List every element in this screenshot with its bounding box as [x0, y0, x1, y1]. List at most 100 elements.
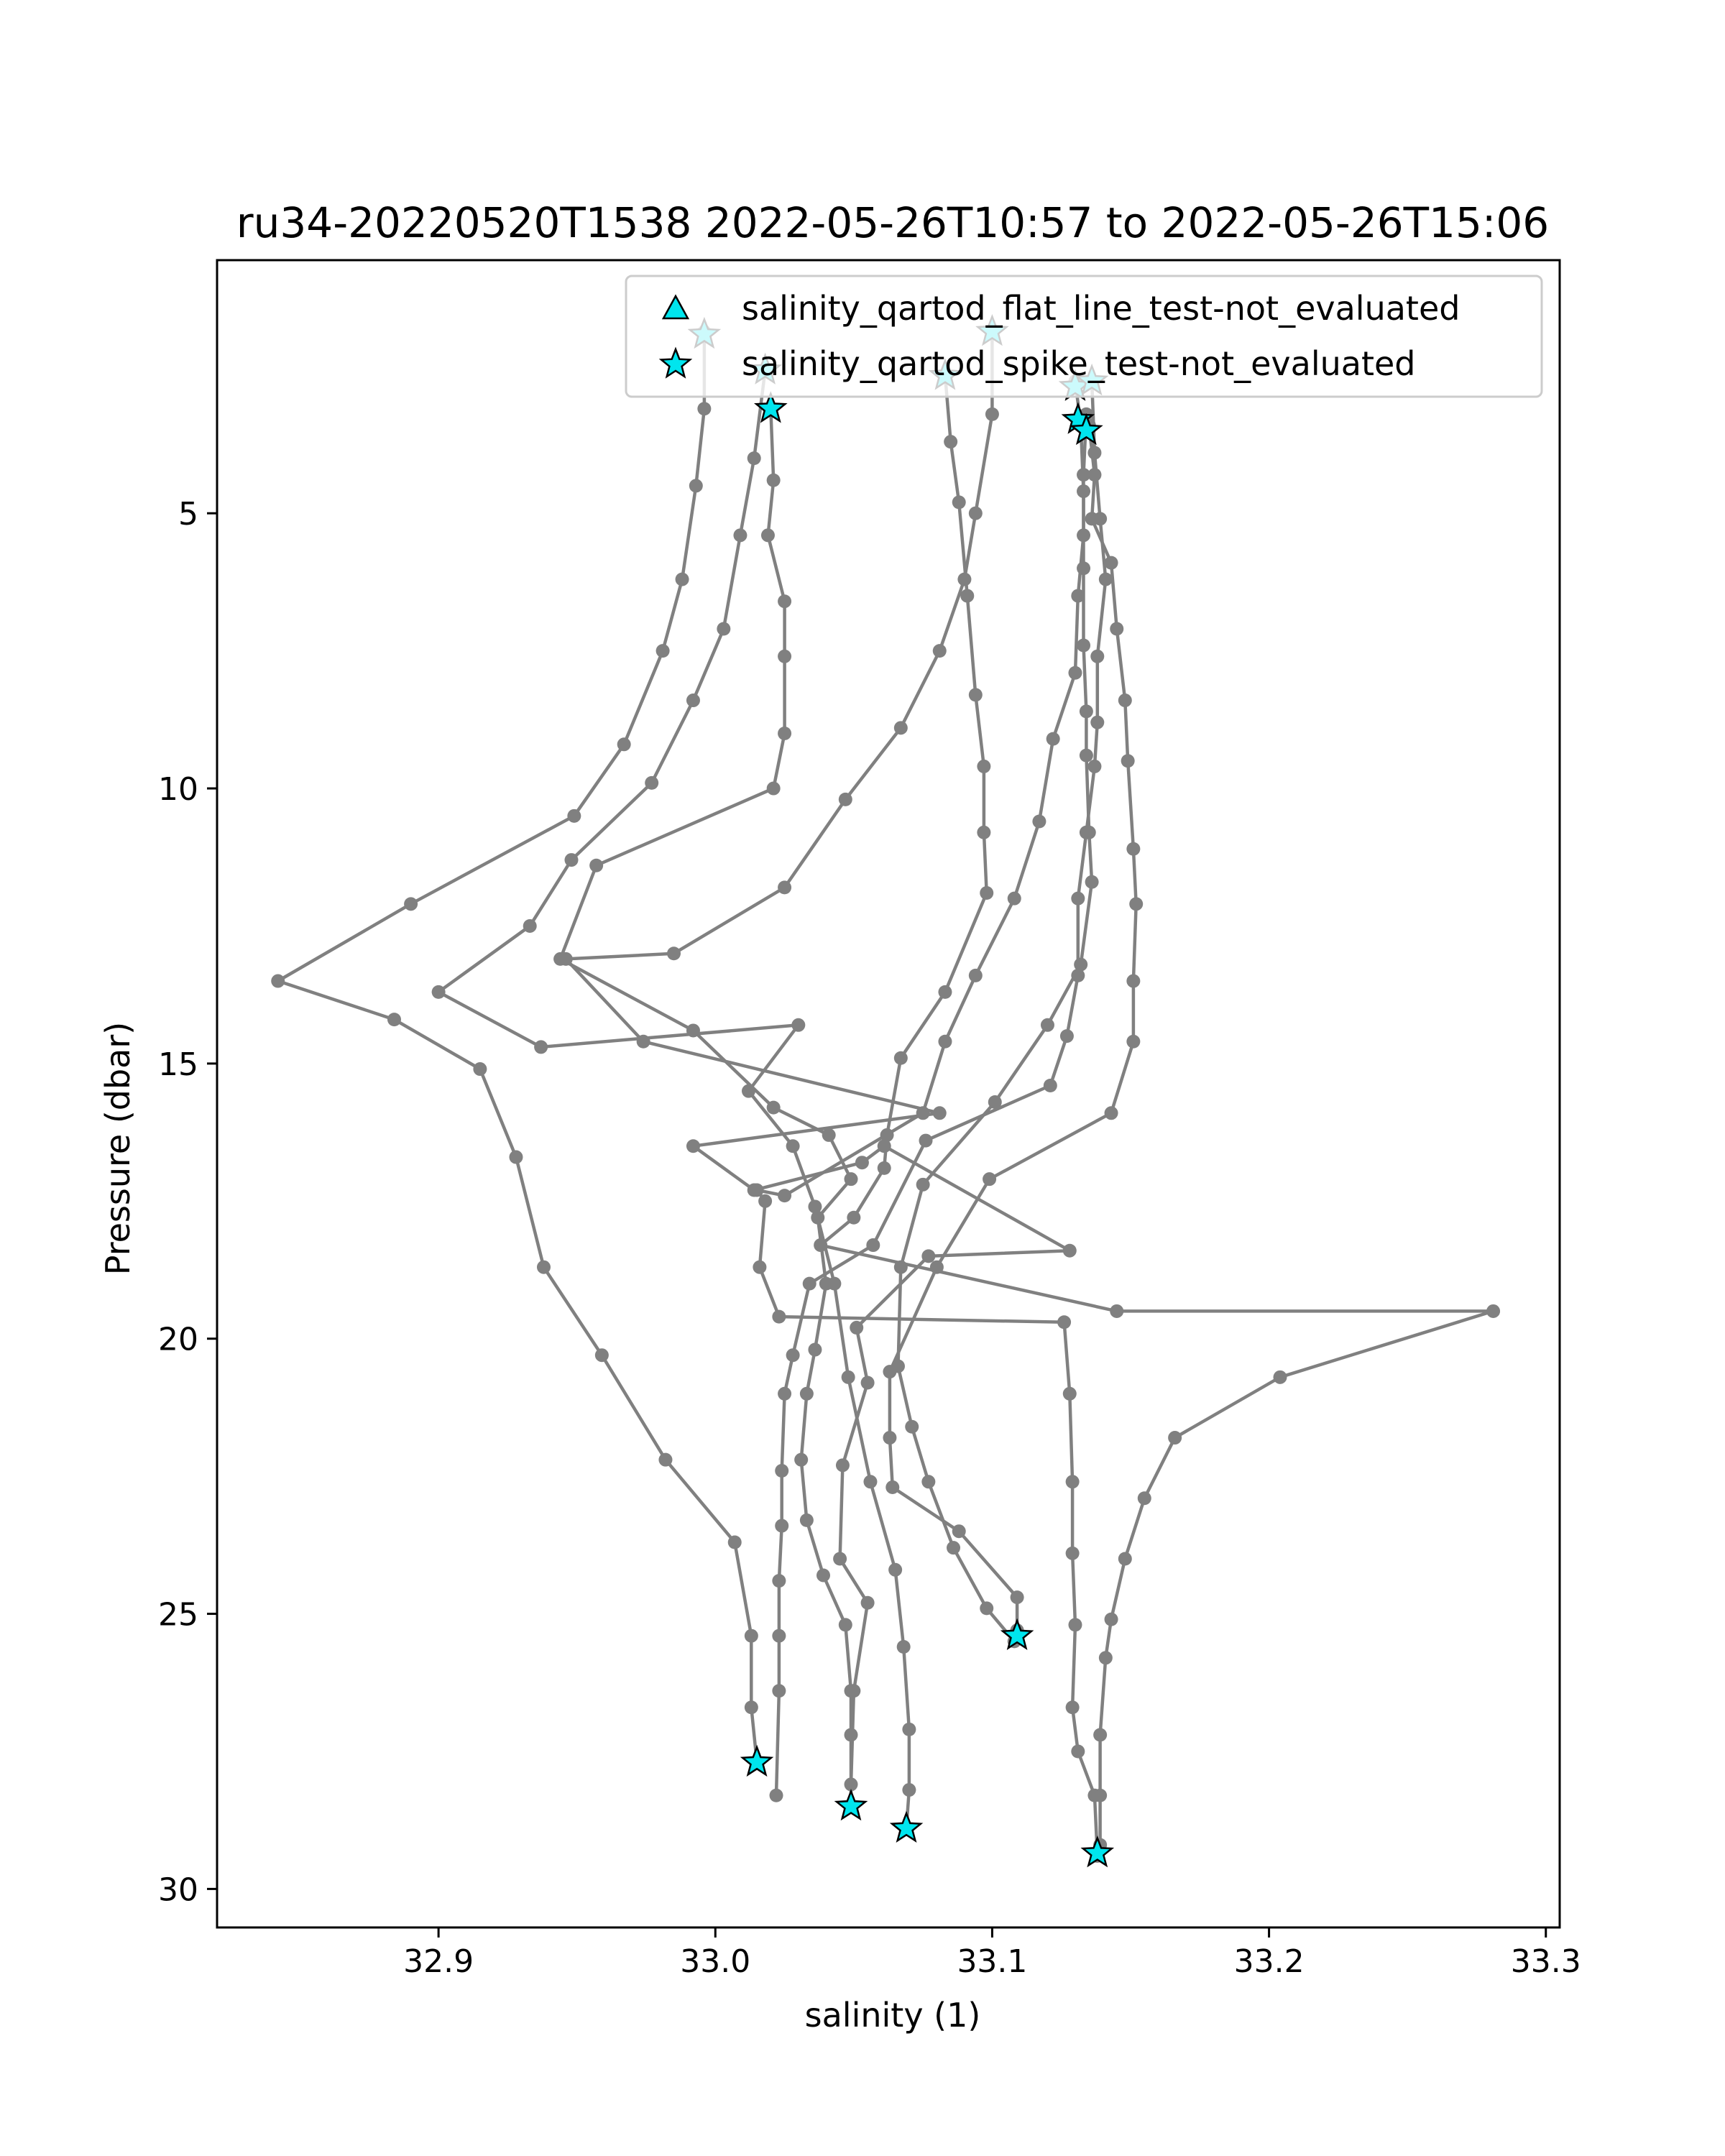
profile-point: [1126, 1034, 1141, 1049]
profile-point: [523, 918, 537, 933]
profile-point: [877, 1161, 891, 1175]
y-tick-label: 30: [158, 1871, 198, 1908]
profile-point: [271, 974, 285, 988]
profile-point: [980, 886, 994, 900]
spike-test-marker: [1080, 1835, 1115, 1868]
profile-point: [847, 1210, 861, 1225]
profile-point: [1104, 1106, 1118, 1120]
profile-point: [1110, 622, 1124, 636]
profile-point: [1040, 1018, 1054, 1032]
x-axis-label: salinity (1): [805, 1996, 981, 2035]
profile-point: [686, 1139, 700, 1153]
profile-point: [1071, 968, 1085, 982]
spike-test-marker: [834, 1789, 868, 1821]
y-tick-label: 25: [158, 1597, 198, 1634]
profile-point: [744, 1628, 758, 1643]
profile-point: [1079, 704, 1093, 719]
profile-point: [727, 1535, 742, 1549]
profile-point: [822, 1128, 836, 1142]
profile-point: [473, 1062, 487, 1077]
profile-point: [1065, 1700, 1080, 1715]
y-tick-label: 20: [158, 1322, 198, 1358]
profile-point: [988, 1095, 1002, 1109]
profile-point: [838, 792, 852, 806]
profile-point: [799, 1386, 814, 1401]
profile-point: [778, 1189, 792, 1203]
plot-marks: [271, 325, 1501, 1863]
profile-point: [1110, 1304, 1124, 1318]
profile-point: [1104, 556, 1118, 570]
spike-test-marker: [1070, 413, 1103, 446]
profile-point: [1059, 1029, 1074, 1044]
profile-point: [968, 506, 983, 520]
profile-point: [952, 1524, 966, 1539]
y-tick-label: 10: [158, 771, 198, 808]
profile-line: [558, 408, 853, 1807]
profile-point: [778, 726, 792, 740]
profile-point: [893, 721, 908, 735]
profile-point: [766, 473, 781, 487]
profile-point: [686, 1023, 700, 1038]
profile-point: [1093, 1728, 1108, 1742]
profile-point: [1062, 1243, 1077, 1258]
profile-point: [1098, 572, 1113, 586]
profile-point: [658, 1452, 673, 1467]
profile-point: [772, 1574, 786, 1588]
profile-point: [750, 1183, 764, 1197]
spike-test-marker: [740, 1744, 774, 1777]
legend-label: salinity_qartod_flat_line_test-not_evalu…: [742, 289, 1460, 328]
spike-test-marker: [889, 1810, 924, 1843]
profile-line: [888, 425, 1138, 1631]
profile-point: [1062, 1386, 1077, 1401]
profile-point: [932, 644, 947, 658]
profile-point: [932, 1106, 947, 1120]
profile-point: [938, 985, 952, 999]
axes-frame: [216, 259, 1561, 1929]
profile-point: [944, 435, 958, 449]
profile-point: [863, 1475, 878, 1489]
profile-point: [835, 1458, 850, 1473]
profile-series: [750, 407, 1105, 1863]
profile-point: [1137, 1491, 1151, 1506]
profile-point: [1077, 528, 1091, 543]
profile-point: [1486, 1304, 1501, 1318]
profile-point: [960, 589, 975, 603]
profile-point: [617, 737, 631, 752]
x-tick-label: 33.0: [680, 1943, 750, 1980]
profile-point: [1077, 638, 1091, 653]
profile-point: [675, 572, 689, 586]
profile-point: [1071, 891, 1085, 906]
profile-point: [1090, 715, 1105, 729]
profile-point: [850, 1320, 864, 1335]
profile-point: [844, 1777, 858, 1792]
x-tick-label: 33.2: [1234, 1943, 1305, 1980]
profile-point: [1068, 665, 1082, 680]
profile-point: [769, 1788, 783, 1802]
profile-point: [838, 1618, 852, 1632]
profile-point: [744, 1700, 758, 1715]
profile-point: [1087, 1788, 1102, 1802]
profile-point: [1129, 897, 1144, 911]
profile-series: [769, 374, 1113, 1802]
profile-point: [1065, 1546, 1080, 1560]
profile-point: [1118, 1552, 1132, 1566]
profile-point: [866, 1238, 880, 1253]
legend-triangle-icon: [661, 294, 690, 320]
profile-point: [1065, 1475, 1080, 1489]
profile-point: [775, 1519, 789, 1533]
legend-box: [625, 275, 1543, 398]
profile-point: [589, 858, 604, 872]
profile-point: [594, 1348, 609, 1363]
profile-point: [952, 495, 966, 510]
profile-point: [686, 694, 700, 708]
profile-point: [938, 1034, 952, 1049]
profile-point: [886, 1480, 900, 1494]
profile-point: [841, 1370, 855, 1384]
profile-point: [778, 880, 792, 895]
profile-point: [786, 1139, 800, 1153]
profile-point: [1043, 1079, 1057, 1093]
profile-point: [1087, 759, 1102, 773]
profile-point: [747, 451, 761, 466]
profile-point: [772, 1309, 786, 1324]
